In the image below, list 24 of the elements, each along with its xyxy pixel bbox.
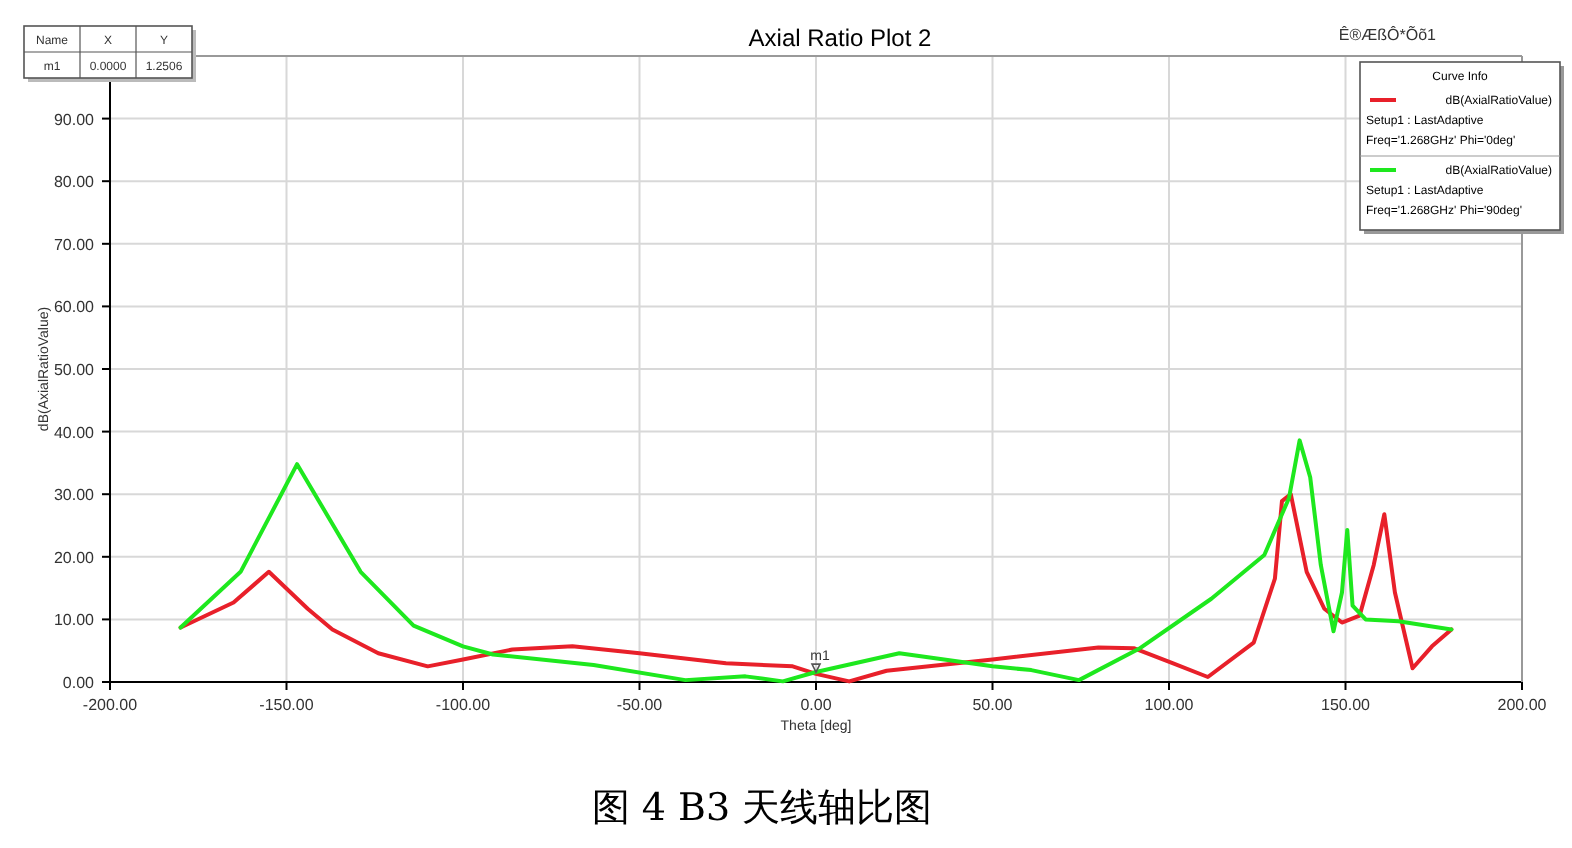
line-series xyxy=(178,492,1454,684)
text: Ê®ÆßÔ*Õõ1 xyxy=(1338,24,1438,44)
x-tick-label: 200.00 xyxy=(1497,696,1548,714)
y-tick-label: 60.00 xyxy=(53,298,96,317)
y-tick-label: 40.00 xyxy=(53,423,96,442)
y-tick-label: 70.00 xyxy=(53,235,96,254)
line-series xyxy=(178,438,1454,684)
x-tick-label: -100.00 xyxy=(435,696,492,714)
x-tick-label: 0.00 xyxy=(800,696,833,714)
y-tick-label: 10.00 xyxy=(53,611,96,630)
y-tick-label: 90.00 xyxy=(53,110,96,129)
y-tick-label: 0.00 xyxy=(62,674,96,692)
x-tick-label: 150.00 xyxy=(1321,696,1372,714)
chart-title: Axial Ratio Plot 2 xyxy=(748,24,933,52)
caption: 图 4 B3 天线轴比图 xyxy=(591,786,933,830)
y-tick-label: 80.00 xyxy=(53,173,96,192)
x-tick-label: -200.00 xyxy=(82,696,139,714)
x-tick-label: 50.00 xyxy=(972,696,1014,714)
y-tick-label: 20.00 xyxy=(53,548,96,567)
x-tick-label: 100.00 xyxy=(1144,696,1195,714)
x-tick-label: -50.00 xyxy=(616,696,664,714)
y-tick-label: 50.00 xyxy=(53,361,96,379)
x-tick-label: -150.00 xyxy=(259,696,315,714)
y-tick-label: 30.00 xyxy=(53,486,96,505)
